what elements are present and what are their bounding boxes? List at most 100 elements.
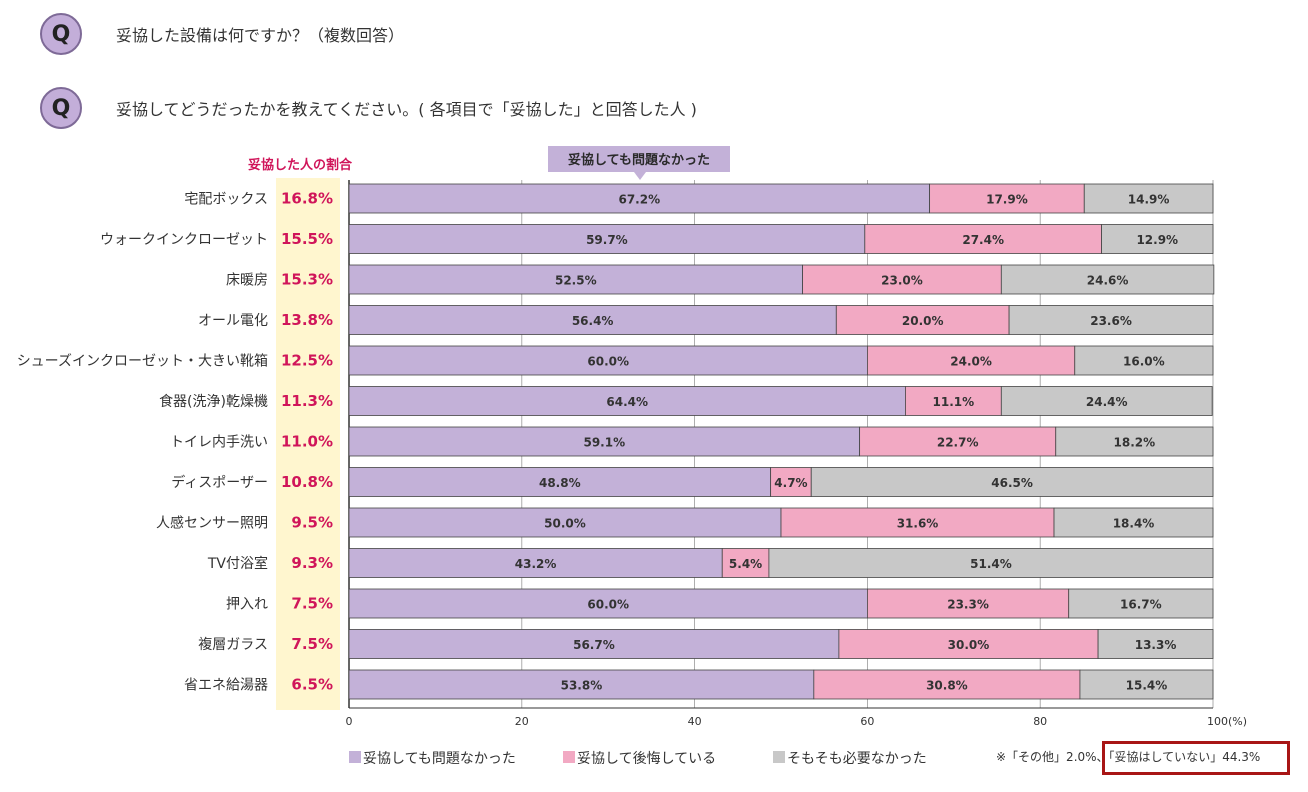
data-label: 46.5% (991, 476, 1033, 490)
data-label: 18.2% (1114, 436, 1156, 450)
category-label: 複層ガラス (198, 636, 268, 653)
data-label: 67.2% (618, 193, 660, 207)
callout-box (548, 146, 730, 172)
category-label: シューズインクローゼット・大きい靴箱 (17, 354, 268, 370)
x-tick-label: 80 (1033, 715, 1047, 728)
footnote: ※「その他」2.0%、「妥協はしていない」44.3% (996, 748, 1260, 765)
rate-label: 15.3% (281, 271, 333, 289)
rate-label: 13.8% (281, 311, 333, 329)
category-label: ディスポーザー (171, 474, 268, 491)
data-label: 24.4% (1086, 395, 1128, 409)
rate-label: 10.8% (281, 473, 333, 491)
bar-segment (867, 345, 1076, 376)
data-label: 64.4% (606, 395, 648, 409)
data-label: 60.0% (587, 355, 629, 369)
rate-header: 妥協した人の割合 (248, 157, 353, 173)
data-label: 24.6% (1087, 274, 1129, 288)
bar-segment (1068, 588, 1214, 619)
rate-column-bg (276, 178, 340, 710)
x-tick-label: 0 (346, 715, 353, 728)
bar-segment (1097, 629, 1214, 659)
rate-label: 6.5% (291, 676, 333, 694)
bar-segment (348, 507, 782, 538)
category-label: TV付浴室 (207, 555, 268, 572)
question-1-text: 妥協した設備は何ですか？（複数回答） (116, 26, 405, 45)
bar-segment (1079, 669, 1214, 700)
category-label: 宅配ボックス (184, 192, 268, 208)
data-label: 22.7% (937, 436, 979, 450)
data-label: 23.3% (947, 598, 989, 612)
bar-segment (1008, 305, 1214, 335)
x-tick-label: 20 (515, 715, 529, 728)
legend-swatch (773, 751, 785, 763)
bar-segment (348, 548, 723, 578)
data-label: 43.2% (515, 557, 557, 571)
data-label: 53.8% (561, 679, 603, 693)
footnote-other: ※「その他」2.0%、 (996, 750, 1109, 764)
bar-segment (1000, 264, 1215, 295)
bar-segment (348, 669, 815, 700)
bar-segment (348, 305, 837, 335)
bar-segment (905, 386, 1002, 416)
q-badge: Q (40, 87, 82, 129)
data-label: 13.3% (1135, 638, 1177, 652)
bar-segment (1000, 386, 1213, 416)
question-2: Q 妥協してどうだったかを教えてください。( 各項目で「妥協した」と回答した人 … (40, 86, 697, 130)
category-label: オール電化 (198, 313, 268, 329)
bar-segment (348, 588, 868, 619)
data-label: 27.4% (962, 233, 1004, 247)
legend-label: そもそも必要なかった (787, 751, 927, 767)
question-1: Q 妥協した設備は何ですか？（複数回答） (40, 12, 404, 56)
callout-text: 妥協しても問題なかった (568, 152, 710, 168)
data-label: 11.1% (933, 395, 975, 409)
category-label: 食器(洗浄)乾燥機 (159, 393, 268, 410)
x-tick-label: 60 (860, 715, 874, 728)
data-label: 60.0% (587, 598, 629, 612)
bar-segment (1055, 426, 1214, 457)
data-label: 15.4% (1126, 679, 1168, 693)
data-label: 20.0% (902, 314, 944, 328)
footnote-no-compromise: 「妥協はしていない」44.3% (1108, 750, 1261, 764)
bar-segment (859, 426, 1057, 457)
data-label: 59.7% (586, 233, 628, 247)
category-label: 省エネ給湯器 (184, 677, 268, 694)
q-badge: Q (40, 13, 82, 55)
data-label: 12.9% (1136, 233, 1178, 247)
bar-segment (768, 548, 1214, 578)
bar-segment (348, 426, 861, 457)
data-label: 24.0% (950, 355, 992, 369)
data-label: 52.5% (555, 274, 597, 288)
bar-segment (810, 467, 1214, 497)
bar-segment (348, 264, 804, 295)
bar-segment (1101, 224, 1214, 254)
data-label: 51.4% (970, 557, 1012, 571)
data-label: 31.6% (897, 517, 939, 531)
data-label: 4.7% (774, 476, 807, 490)
highlight-box (1102, 741, 1290, 775)
bar-segment (838, 629, 1099, 659)
data-label: 17.9% (986, 193, 1028, 207)
rate-label: 9.3% (291, 554, 333, 572)
legend-label: 妥協して後悔している (577, 751, 716, 767)
bar-segment (348, 467, 772, 497)
data-label: 5.4% (729, 557, 762, 571)
x-tick-label: 40 (688, 715, 702, 728)
data-label: 23.6% (1090, 314, 1132, 328)
bar-segment (835, 305, 1010, 335)
category-label: 床暖房 (226, 273, 268, 289)
rate-label: 16.8% (281, 190, 333, 208)
rate-label: 9.5% (291, 514, 333, 532)
bar-segment (1083, 183, 1214, 214)
data-label: 16.7% (1120, 598, 1162, 612)
category-label: トイレ内手洗い (170, 435, 268, 451)
bar-segment (1074, 345, 1214, 376)
data-label: 56.4% (572, 314, 614, 328)
bar-segment (770, 467, 812, 497)
bar-segment (780, 507, 1055, 538)
legend-label: 妥協しても問題なかった (363, 751, 516, 767)
x-tick-label: 100(%) (1207, 715, 1247, 728)
data-label: 23.0% (881, 274, 923, 288)
rate-label: 7.5% (291, 595, 333, 613)
data-label: 48.8% (539, 476, 581, 490)
